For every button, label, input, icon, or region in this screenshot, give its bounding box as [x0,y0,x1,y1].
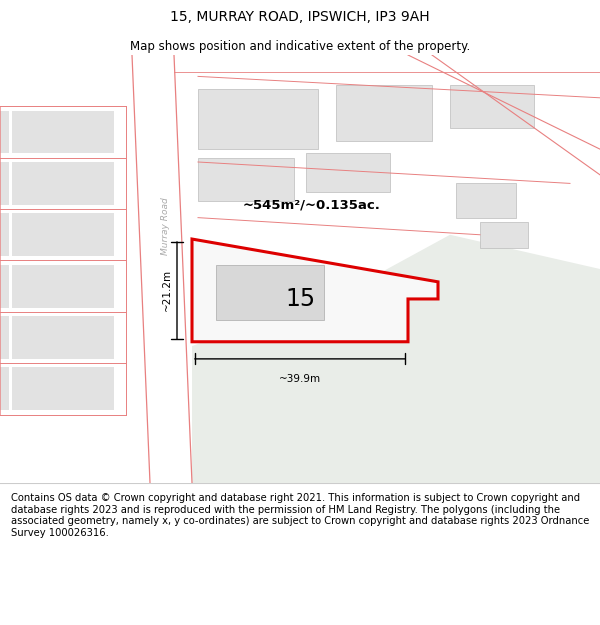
Polygon shape [192,239,438,342]
Bar [0,368,9,410]
Bar [306,154,390,192]
Bar [198,89,318,149]
Bar [0,111,9,154]
Bar [450,85,534,127]
Bar [12,111,114,154]
Bar [336,85,432,141]
Bar [198,158,294,201]
Text: Contains OS data © Crown copyright and database right 2021. This information is : Contains OS data © Crown copyright and d… [11,493,589,538]
Bar [0,316,9,359]
Polygon shape [192,235,600,483]
Text: Map shows position and indicative extent of the property.: Map shows position and indicative extent… [130,39,470,52]
Bar [12,316,114,359]
Text: Murray Road: Murray Road [161,198,170,255]
Bar [0,213,9,256]
Bar [12,162,114,205]
Text: ~39.9m: ~39.9m [279,374,321,384]
Polygon shape [132,55,192,483]
Text: ~545m²/~0.135ac.: ~545m²/~0.135ac. [243,198,381,211]
Bar [0,162,9,205]
Text: ~21.2m: ~21.2m [162,269,172,311]
Text: 15: 15 [285,287,315,311]
Text: 15, MURRAY ROAD, IPSWICH, IP3 9AH: 15, MURRAY ROAD, IPSWICH, IP3 9AH [170,10,430,24]
Bar [0,265,9,308]
Bar [456,183,516,218]
Bar [480,222,528,248]
Bar [12,265,114,308]
Bar [12,368,114,410]
Bar [12,213,114,256]
Bar [216,265,324,321]
